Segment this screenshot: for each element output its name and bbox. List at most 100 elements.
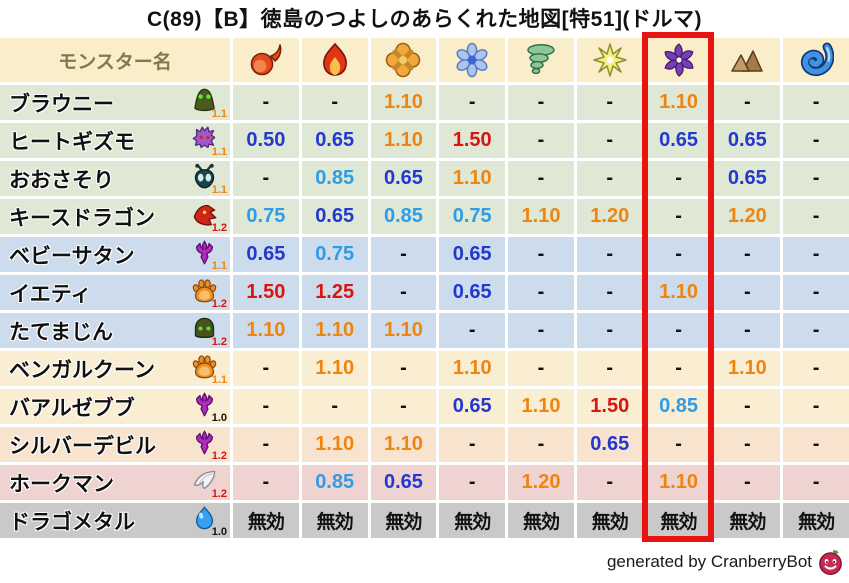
monster-name-header: モンスター名 bbox=[0, 38, 230, 82]
purple-ghost-icon bbox=[191, 125, 218, 152]
resistance-value-cell: 1.50 bbox=[439, 123, 506, 158]
resistance-value-cell: - bbox=[783, 161, 849, 196]
element-header-ice bbox=[439, 38, 506, 82]
level-multiplier-badge: 1.2 bbox=[211, 450, 227, 462]
paw-icon bbox=[191, 277, 218, 304]
monster-name: バアルゼブブ bbox=[9, 396, 135, 420]
monster-row: ホークマン 1.2-0.85 0.65-1.20-1.10- - bbox=[0, 465, 849, 500]
monster-row: おおさそり 1.1-0.85 0.65 1.10- - -0.65- bbox=[0, 161, 849, 196]
level-multiplier-badge: 1.2 bbox=[211, 488, 227, 500]
element-header-blaze bbox=[301, 38, 368, 82]
monster-name: たてまじん bbox=[9, 320, 113, 344]
monster-name-cell: たてまじん 1.2 bbox=[0, 313, 230, 348]
wave-icon bbox=[798, 42, 835, 78]
resistance-value-cell: - bbox=[714, 313, 781, 348]
resistance-value-cell: 1.10 bbox=[370, 123, 437, 158]
credit: generated by CranberryBot bbox=[607, 546, 844, 578]
resistance-value-cell: - bbox=[576, 123, 643, 158]
monster-name: ドラゴメタル bbox=[9, 510, 135, 534]
devil-trident-icon bbox=[191, 391, 218, 418]
element-header-dark-dolma bbox=[645, 38, 712, 82]
resistance-value-cell: - bbox=[370, 351, 437, 386]
monster-name: ブラウニー bbox=[9, 92, 114, 116]
resistance-value-cell: - bbox=[508, 351, 574, 386]
resistance-value-cell: - bbox=[645, 237, 712, 272]
level-multiplier-badge: 1.1 bbox=[211, 146, 227, 158]
resistance-value-cell: - bbox=[370, 237, 437, 272]
level-multiplier-badge: 1.2 bbox=[211, 298, 227, 310]
monster-row: ヒートギズモ 1.1 0.50 0.65 1.10 1.50- -0.65 0.65- bbox=[0, 123, 849, 158]
resistance-value-cell: - bbox=[576, 465, 643, 500]
level-multiplier-badge: 1.1 bbox=[211, 184, 227, 196]
resistance-value-cell: - bbox=[783, 389, 849, 424]
resistance-value-cell: 1.50 bbox=[576, 389, 643, 424]
element-header-fire bbox=[233, 38, 299, 82]
level-multiplier-badge: 1.1 bbox=[211, 108, 227, 120]
resistance-value-cell: 0.85 bbox=[370, 199, 437, 234]
resistance-value-cell: 1.10 bbox=[370, 313, 437, 348]
monster-name-cell: バアルゼブブ 1.0 bbox=[0, 389, 230, 424]
element-header-light bbox=[576, 38, 643, 82]
monster-name: ベビーサタン bbox=[9, 244, 135, 268]
resistance-value-cell: - bbox=[783, 199, 849, 234]
monster-row: ベンガルクーン 1.1-1.10-1.10- - -1.10- bbox=[0, 351, 849, 386]
monster-name: ヒートギズモ bbox=[9, 130, 135, 154]
resistance-value-cell: 1.50 bbox=[233, 275, 299, 310]
resistance-table: モンスター名 ブラウニー 1.1- -1.10- - -1.10- - ヒートギズモ 1.1 0… bbox=[0, 38, 849, 541]
resistance-value-cell: 1.10 bbox=[370, 85, 437, 120]
monster-row: ブラウニー 1.1- -1.10- - -1.10- - bbox=[0, 85, 849, 120]
monster-name-cell: おおさそり 1.1 bbox=[0, 161, 230, 196]
credit-text: generated by CranberryBot bbox=[606, 552, 812, 571]
flame-icon bbox=[317, 42, 353, 78]
resistance-value-cell: - bbox=[576, 351, 643, 386]
level-multiplier-badge: 1.2 bbox=[211, 336, 227, 348]
resistance-value-cell: 無効 bbox=[233, 503, 299, 538]
resistance-value-cell: 無効 bbox=[508, 503, 574, 538]
resistance-value-cell: - bbox=[714, 275, 781, 310]
resistance-value-cell: - bbox=[714, 427, 781, 462]
resistance-value-cell: 1.10 bbox=[370, 427, 437, 462]
resistance-value-cell: 1.10 bbox=[508, 199, 574, 234]
level-multiplier-badge: 1.0 bbox=[211, 412, 227, 424]
dark-pinwheel-icon bbox=[661, 42, 697, 78]
resistance-value-cell: - bbox=[783, 351, 849, 386]
resistance-value-cell: 0.75 bbox=[301, 237, 368, 272]
helmet-icon bbox=[191, 315, 218, 342]
resistance-value-cell: - bbox=[439, 465, 506, 500]
dragon-icon bbox=[191, 201, 218, 228]
monster-row: ベビーサタン 1.1 0.65 0.75-0.65- - - - - bbox=[0, 237, 849, 272]
element-header-wave bbox=[783, 38, 849, 82]
light-star-icon bbox=[592, 42, 628, 78]
resistance-value-cell: 0.85 bbox=[301, 161, 368, 196]
resistance-value-cell: - bbox=[645, 427, 712, 462]
resistance-value-cell: - bbox=[783, 85, 849, 120]
fireball-icon bbox=[248, 42, 284, 78]
monster-row: バアルゼブブ 1.0- - -0.65 1.10 1.50 0.85- - bbox=[0, 389, 849, 424]
resistance-value-cell: - bbox=[439, 313, 506, 348]
resistance-value-cell: - bbox=[508, 237, 574, 272]
resistance-value-cell: - bbox=[233, 427, 299, 462]
page-title: C(89)【B】徳島のつよしのあらくれた地図[特51](ドルマ) bbox=[146, 8, 702, 31]
resistance-value-cell: - bbox=[645, 351, 712, 386]
devil-trident-icon bbox=[191, 429, 218, 456]
resistance-value-cell: - bbox=[508, 161, 574, 196]
monster-name-cell: イエティ 1.2 bbox=[0, 275, 230, 310]
resistance-value-cell: 1.25 bbox=[301, 275, 368, 310]
resistance-value-cell: 無効 bbox=[439, 503, 506, 538]
resistance-value-cell: - bbox=[783, 313, 849, 348]
monster-name-cell: ヒートギズモ 1.1 bbox=[0, 123, 230, 158]
monster-row: キースドラゴン 1.2 0.75 0.65 0.85 0.75 1.10 1.20-1.20- bbox=[0, 199, 849, 234]
resistance-value-cell: - bbox=[783, 123, 849, 158]
resistance-value-cell: - bbox=[783, 275, 849, 310]
resistance-value-cell: - bbox=[301, 389, 368, 424]
table-header-row: モンスター名 bbox=[0, 38, 849, 82]
resistance-value-cell: 1.10 bbox=[645, 85, 712, 120]
resistance-value-cell: - bbox=[576, 161, 643, 196]
resistance-value-cell: 無効 bbox=[645, 503, 712, 538]
resistance-value-cell: 1.10 bbox=[645, 465, 712, 500]
wing-icon bbox=[191, 467, 218, 494]
resistance-value-cell: 1.10 bbox=[508, 389, 574, 424]
mountain-icon bbox=[729, 42, 765, 78]
resistance-value-cell: - bbox=[233, 389, 299, 424]
resistance-value-cell: 1.20 bbox=[714, 199, 781, 234]
